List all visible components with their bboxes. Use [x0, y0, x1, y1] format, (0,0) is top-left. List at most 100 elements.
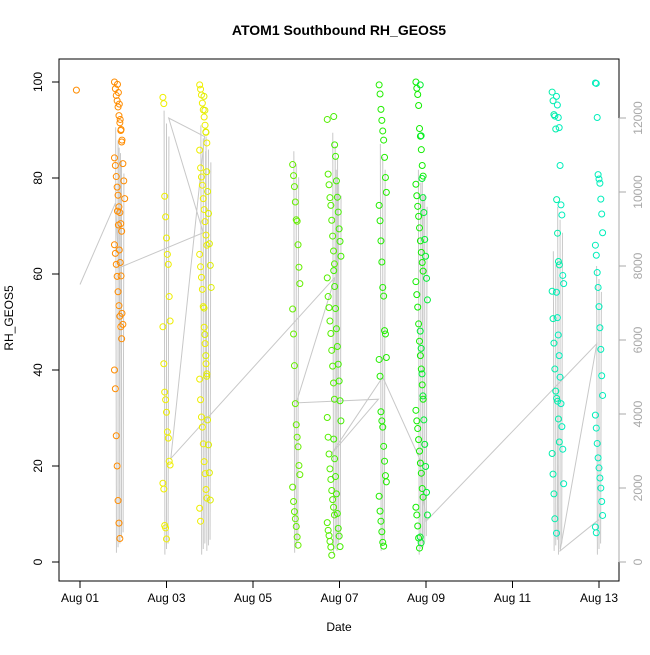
data-point	[418, 381, 426, 389]
data-point	[290, 498, 298, 506]
data-point	[206, 496, 214, 504]
data-point	[118, 335, 126, 343]
data-point	[418, 370, 426, 378]
data-point	[330, 260, 338, 268]
data-point	[289, 305, 297, 313]
data-point	[118, 136, 126, 144]
data-point	[162, 396, 170, 404]
data-point	[381, 457, 389, 465]
data-point	[381, 327, 389, 335]
data-point	[375, 492, 383, 500]
altitude-trace-line	[339, 195, 342, 540]
data-point	[332, 473, 340, 481]
data-point	[416, 352, 424, 360]
y-axis-label: RH_GEOS5	[2, 285, 16, 351]
data-point	[112, 432, 120, 440]
data-point	[416, 224, 424, 232]
data-point	[414, 202, 422, 210]
data-point	[323, 414, 331, 422]
altitude-trace-line	[335, 169, 338, 551]
data-point	[335, 532, 343, 540]
data-point	[200, 113, 208, 121]
data-point	[291, 515, 299, 523]
data-point	[592, 79, 600, 87]
data-point	[382, 478, 390, 486]
data-point	[423, 296, 431, 304]
data-point	[328, 216, 336, 224]
data-point	[595, 175, 603, 183]
altitude-trace-line	[297, 177, 300, 542]
data-point	[419, 395, 427, 403]
data-point	[290, 330, 298, 338]
data-point	[119, 160, 127, 168]
data-point	[161, 192, 169, 200]
data-point	[111, 249, 119, 257]
data-point	[377, 105, 385, 113]
data-point	[381, 330, 389, 338]
data-point	[548, 450, 556, 458]
data-point	[199, 195, 207, 203]
y2-tick-label: 12000	[631, 101, 645, 135]
data-point	[333, 510, 341, 518]
data-point	[417, 132, 425, 140]
data-point	[325, 304, 333, 312]
data-point	[114, 89, 122, 97]
data-point	[204, 416, 212, 424]
data-point	[548, 287, 556, 295]
data-point	[337, 252, 345, 260]
data-point	[332, 325, 340, 333]
data-point	[555, 352, 563, 360]
data-point	[327, 330, 335, 338]
data-point	[205, 240, 213, 248]
data-point	[378, 258, 386, 266]
data-point	[553, 314, 561, 322]
data-point	[413, 192, 421, 200]
data-point	[552, 288, 560, 296]
data-point	[414, 522, 422, 530]
data-point	[111, 385, 119, 393]
data-point	[325, 181, 333, 189]
data-point	[329, 232, 337, 240]
data-point	[417, 365, 425, 373]
data-point	[292, 421, 300, 429]
data-point	[200, 458, 208, 466]
data-point	[376, 217, 384, 225]
data-point	[554, 114, 562, 122]
data-point	[121, 195, 129, 203]
data-point	[332, 152, 340, 160]
data-point	[413, 84, 421, 92]
data-point	[165, 293, 173, 301]
data-point	[376, 372, 384, 380]
data-point	[419, 392, 427, 400]
data-point	[377, 408, 385, 416]
data-point	[115, 246, 123, 254]
y2-tick-label: 10000	[631, 175, 645, 209]
data-point	[417, 469, 425, 477]
altitude-trace-line	[596, 265, 598, 555]
data-point	[323, 274, 331, 282]
data-point	[415, 212, 423, 220]
data-point	[553, 394, 561, 402]
data-point	[415, 102, 423, 110]
data-point	[327, 201, 335, 209]
data-point	[330, 113, 338, 121]
data-point	[417, 248, 425, 256]
data-point	[116, 119, 124, 127]
data-point	[379, 127, 387, 135]
data-point	[200, 304, 208, 312]
data-point	[594, 454, 602, 462]
data-point	[334, 208, 342, 216]
chart-title: ATOM1 Southbound RH_GEOS5	[232, 22, 446, 38]
data-point	[593, 269, 601, 277]
data-point	[381, 472, 389, 480]
data-point	[416, 459, 424, 467]
data-point	[116, 534, 124, 542]
data-point	[555, 124, 563, 132]
data-point	[202, 128, 210, 136]
data-point	[596, 324, 604, 332]
data-point	[324, 293, 332, 301]
data-point	[164, 434, 172, 442]
data-point	[115, 112, 123, 120]
data-point	[377, 517, 385, 525]
